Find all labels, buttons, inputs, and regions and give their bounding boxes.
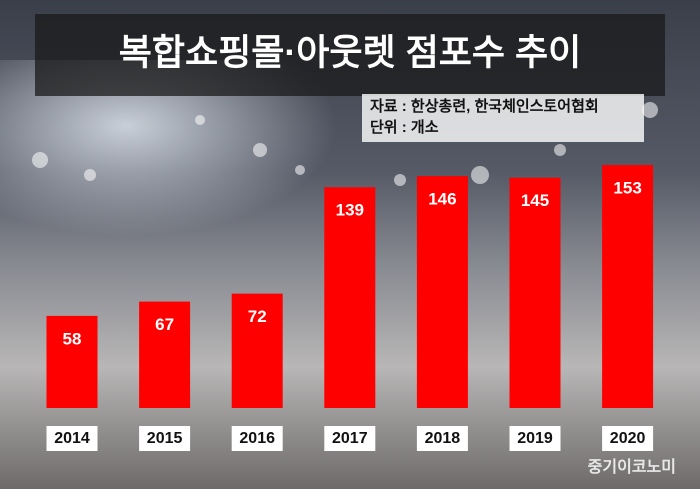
x-tick-label: 2017	[332, 430, 368, 447]
bar	[231, 293, 283, 408]
bar	[139, 301, 191, 408]
x-label-box	[509, 426, 561, 451]
source-box	[362, 94, 644, 142]
value-label: 72	[248, 307, 267, 326]
chart-title: 복합쇼핑몰·아웃렛 점포수 추이	[119, 32, 582, 73]
bar	[324, 187, 376, 408]
x-tick-label: 2015	[147, 430, 183, 447]
x-label-box	[46, 426, 98, 451]
value-label: 153	[613, 178, 641, 197]
x-tick-label: 2014	[54, 430, 90, 447]
value-label: 67	[155, 315, 174, 334]
unit: 단위 : 개소	[370, 118, 439, 136]
value-label: 146	[428, 190, 456, 209]
x-label-box	[324, 426, 376, 451]
watermark: 중기이코노미	[588, 458, 676, 476]
value-label: 145	[521, 191, 549, 210]
bar	[509, 177, 561, 408]
bar	[416, 176, 468, 408]
value-label: 58	[63, 329, 82, 348]
x-label-box	[416, 426, 468, 451]
bar	[602, 165, 654, 408]
title-box	[35, 14, 665, 96]
x-tick-label: 2016	[239, 430, 275, 447]
x-label-box	[139, 426, 191, 451]
source: 자료 : 한상총련, 한국체인스토어협회	[370, 97, 599, 115]
x-label-box	[231, 426, 283, 451]
value-label: 139	[336, 201, 364, 220]
x-tick-label: 2020	[610, 430, 646, 447]
x-tick-label: 2019	[517, 430, 553, 447]
bar	[46, 315, 98, 408]
x-tick-label: 2018	[425, 430, 461, 447]
bokeh	[32, 102, 658, 186]
x-label-box	[602, 426, 654, 451]
